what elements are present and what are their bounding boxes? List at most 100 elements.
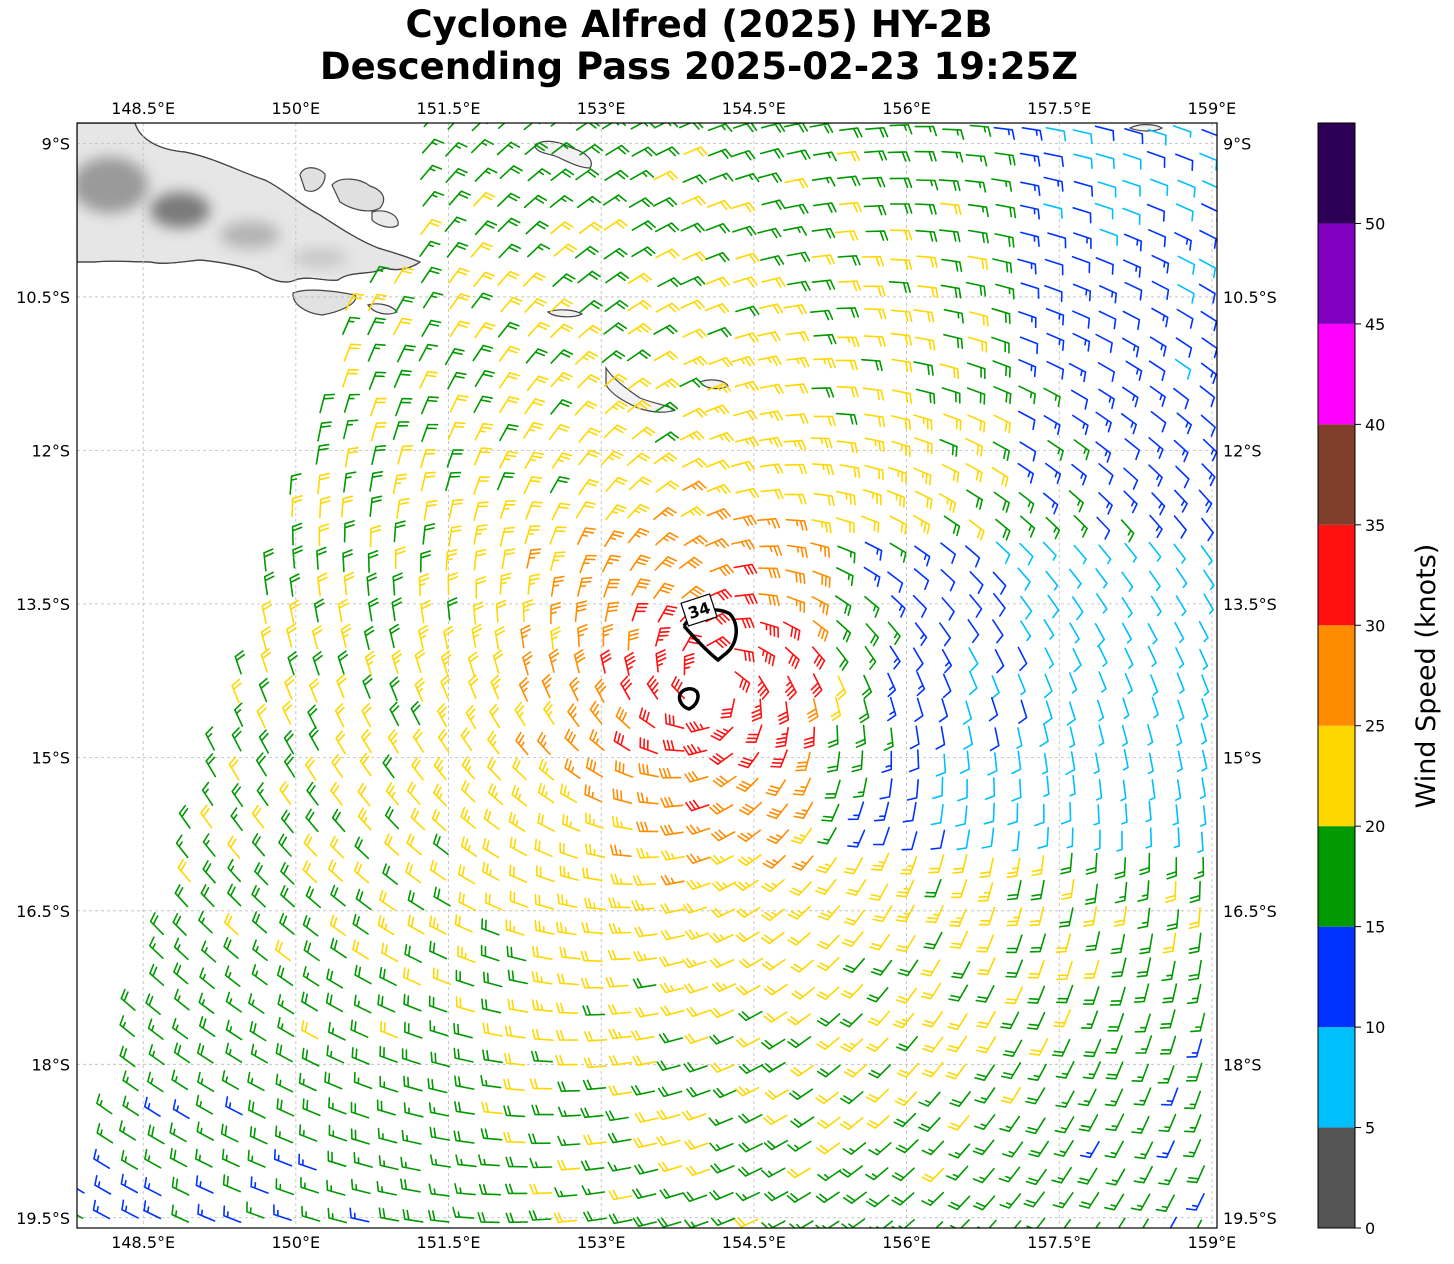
wind-barb <box>429 940 448 960</box>
wind-barb <box>660 850 685 861</box>
wind-barb <box>947 1115 970 1131</box>
wind-barb <box>789 881 812 896</box>
wind-barb <box>371 445 387 465</box>
wind-barb <box>329 914 346 936</box>
wind-barb <box>631 900 655 911</box>
wind-barb <box>1095 153 1115 170</box>
wind-barb <box>1066 701 1076 726</box>
wind-barb <box>326 1045 345 1064</box>
wind-barb <box>317 572 328 597</box>
wind-barb <box>881 750 893 774</box>
wind-barb <box>762 855 786 869</box>
wind-barb <box>983 802 995 825</box>
wind-barb <box>1043 700 1053 725</box>
wind-barb <box>499 572 512 595</box>
wind-barb <box>1175 779 1182 801</box>
wind-barb <box>1095 333 1113 354</box>
wind-barb <box>955 805 968 827</box>
wind-barb <box>1166 909 1180 931</box>
wind-barb <box>428 1209 450 1223</box>
wind-barb <box>1095 568 1108 589</box>
wind-barb <box>1046 332 1065 351</box>
wind-barb <box>864 150 888 161</box>
wind-barb <box>1175 465 1190 489</box>
wind-barb <box>601 123 627 130</box>
wind-barb <box>868 883 889 901</box>
wind-barb <box>448 190 471 206</box>
wind-barb <box>526 548 542 569</box>
wind-barb <box>366 572 377 596</box>
wind-barb <box>734 879 759 892</box>
wind-barb <box>299 1124 318 1142</box>
wind-barb <box>890 309 913 322</box>
wind-barb <box>350 1019 369 1038</box>
wind-barb <box>890 258 913 271</box>
wind-barb <box>759 436 783 448</box>
wind-barb <box>816 1064 841 1078</box>
wind-barb <box>402 1209 424 1223</box>
wind-barb <box>786 251 811 263</box>
wind-barb <box>686 853 711 864</box>
wind-barb <box>474 447 492 466</box>
wind-barb <box>432 833 449 856</box>
wind-barb <box>287 651 298 676</box>
wind-barb <box>578 449 600 466</box>
wind-barb <box>1011 830 1020 852</box>
wind-barb <box>837 175 861 187</box>
wind-barb <box>283 730 295 755</box>
wind-barb <box>634 1007 659 1018</box>
wind-barb <box>787 1140 812 1152</box>
wind-barb <box>537 731 551 755</box>
wind-barb <box>307 704 318 729</box>
wind-barb <box>657 605 678 623</box>
wind-barb <box>301 991 319 1012</box>
wind-barb <box>1104 1140 1124 1159</box>
wind-barb <box>1186 1165 1205 1184</box>
wind-barb <box>1020 595 1033 620</box>
wind-barb <box>1186 983 1202 1005</box>
wind-barb <box>1105 1168 1126 1186</box>
wind-barb <box>787 1036 812 1049</box>
wind-barb <box>654 401 679 413</box>
wind-barb <box>378 1155 399 1171</box>
wind-barb <box>787 1013 811 1026</box>
wind-barb <box>467 651 479 676</box>
wind-barb <box>361 703 372 728</box>
wind-barb <box>682 174 707 185</box>
wind-barb <box>263 548 274 572</box>
wind-barb <box>251 885 266 908</box>
wind-barb <box>1061 878 1075 900</box>
wind-barb <box>705 276 730 287</box>
wind-barb <box>1072 310 1091 329</box>
wind-barb <box>559 865 580 881</box>
wind-barb <box>171 1204 190 1223</box>
wind-barb <box>683 535 708 546</box>
wind-barb <box>302 966 320 987</box>
wind-barb <box>289 573 301 597</box>
lon-tick-label-top: 151.5°E <box>417 99 481 118</box>
wind-barb <box>811 279 836 291</box>
wind-barb <box>1097 181 1117 198</box>
wind-barb <box>503 1078 525 1091</box>
wind-barb <box>551 452 573 469</box>
wind-barb <box>1125 360 1143 381</box>
wind-barb <box>827 725 839 748</box>
wind-barb <box>631 220 656 231</box>
wind-barb <box>1136 957 1152 978</box>
wind-barb <box>1018 699 1028 724</box>
wind-barb <box>680 275 706 287</box>
wind-barb <box>914 545 931 567</box>
wind-barb <box>555 1054 578 1066</box>
wind-barb <box>916 179 939 191</box>
wind-barb <box>861 255 885 267</box>
wind-barb <box>1099 228 1119 246</box>
wind-barb <box>974 1087 996 1104</box>
wind-barb <box>608 897 631 909</box>
wind-barb <box>605 504 627 521</box>
wind-barb <box>1150 595 1162 617</box>
wind-barb <box>893 1112 917 1128</box>
colorbar-segment <box>1318 826 1355 927</box>
wind-barb <box>430 1051 451 1068</box>
wind-barb <box>632 1188 657 1199</box>
wind-barb <box>790 1116 815 1128</box>
